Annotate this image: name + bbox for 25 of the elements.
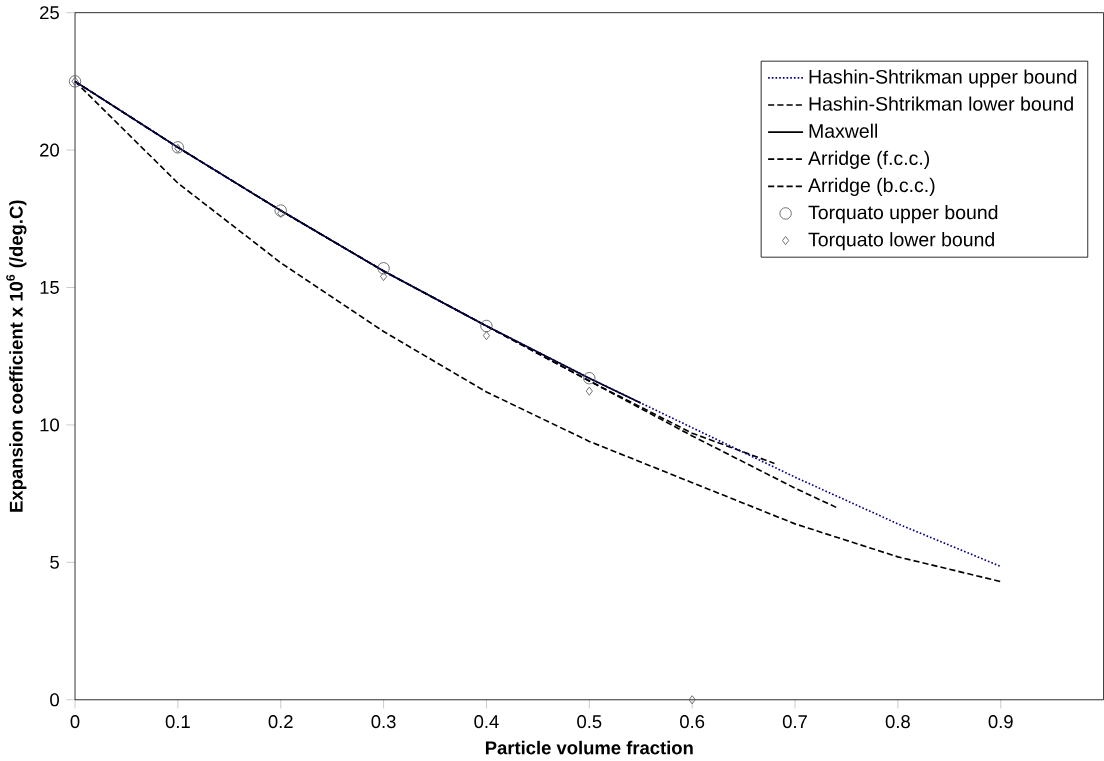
y-tick-label: 20 bbox=[40, 143, 59, 157]
x-tick-label: 0.7 bbox=[782, 715, 807, 729]
y-tick-label: 25 bbox=[40, 6, 59, 20]
legend-label: Maxwell bbox=[809, 123, 878, 139]
x-tick-label: 0.3 bbox=[371, 715, 396, 729]
y-axis-title: Expansion coefficient x 10$^{6}$ (/deg.C) bbox=[6, 200, 27, 512]
legend-label: Arridge (f.c.c.) bbox=[808, 150, 930, 170]
x-tick-label: 0.1 bbox=[165, 715, 190, 729]
x-tick-label: 0.6 bbox=[680, 715, 705, 729]
legend-label: Torquato upper bound bbox=[808, 205, 998, 224]
x-tick-label: 0 bbox=[70, 715, 80, 729]
legend-label: Torquato lower bound bbox=[808, 232, 994, 251]
legend-label: Hashin-Shtrikman upper bound bbox=[809, 69, 1077, 88]
y-tick-label: 10 bbox=[40, 418, 59, 432]
x-axis-title: Particle volume fraction bbox=[485, 741, 693, 755]
legend-label: Hashin-Shtrikman lower bound bbox=[809, 96, 1073, 112]
x-tick-label: 0.2 bbox=[268, 715, 293, 729]
y-tick-label: 0 bbox=[50, 693, 59, 707]
y-tick-label: 5 bbox=[50, 556, 59, 570]
y-tick-label: 15 bbox=[40, 281, 59, 295]
x-tick-label: 0.8 bbox=[885, 715, 910, 729]
legend-label: Arridge (b.c.c.) bbox=[808, 178, 935, 197]
x-tick-label: 0.5 bbox=[577, 715, 602, 729]
x-tick-label: 0.4 bbox=[474, 715, 499, 729]
x-tick-label: 0.9 bbox=[988, 715, 1013, 729]
